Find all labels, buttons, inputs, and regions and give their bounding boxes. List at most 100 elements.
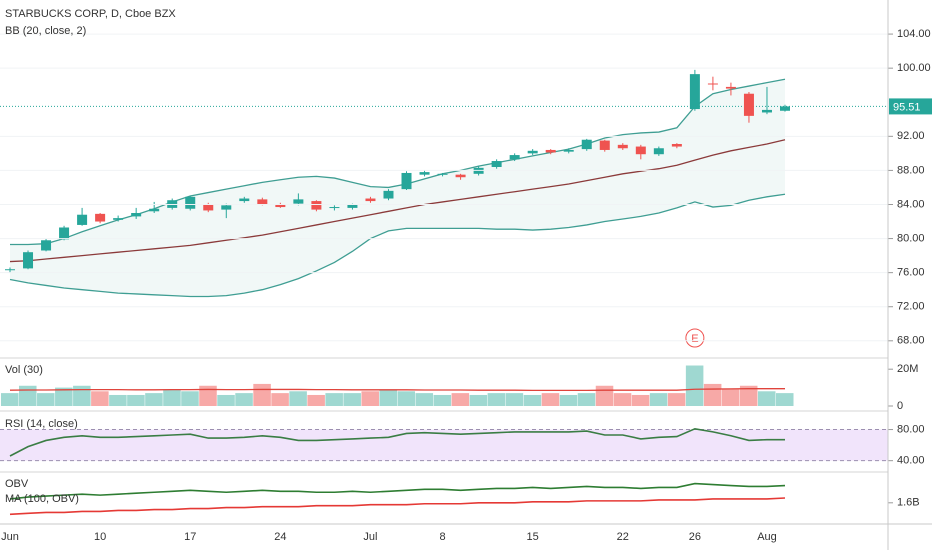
volume-bar [739, 385, 758, 406]
candle-body [671, 143, 682, 147]
earnings-label: E [691, 333, 698, 345]
y-tick-label: 76.00 [897, 267, 925, 279]
volume-bar [343, 393, 361, 406]
candle-body [185, 196, 196, 209]
y-tick-label: 72.00 [897, 301, 925, 313]
candle-body [401, 172, 412, 190]
indicator-line [9, 497, 786, 516]
volume-bar [181, 391, 199, 406]
x-tick-label: 10 [94, 531, 106, 543]
volume-bar [307, 394, 325, 406]
candle-body [563, 149, 574, 152]
volume-bar [721, 389, 740, 406]
y-tick-label: 68.00 [897, 335, 925, 347]
x-tick-label: Aug [757, 531, 777, 543]
volume-bar [559, 394, 578, 406]
volume-bar [757, 391, 776, 406]
volume-bar [613, 393, 632, 406]
volume-bar [667, 393, 686, 406]
y-tick-label: 100.00 [897, 62, 931, 74]
candle-body [725, 86, 736, 89]
candle-body [383, 190, 394, 199]
x-tick-label: 8 [439, 531, 445, 543]
candle-body [293, 199, 304, 204]
volume-bar [487, 393, 506, 406]
volume-bar [577, 393, 596, 406]
volume-bar [325, 393, 343, 406]
y-tick-label: 84.00 [897, 198, 925, 210]
last-price-label: 95.51 [893, 101, 921, 113]
y-tick-label: 1.6B [897, 497, 920, 509]
volume-bar [235, 393, 253, 406]
indicator-line [9, 482, 786, 500]
candle-body [131, 213, 142, 217]
candle-body [491, 161, 502, 167]
volume-bar [217, 394, 235, 406]
band-fill [10, 79, 785, 297]
candle-body [257, 199, 268, 205]
candle-body [113, 218, 124, 220]
candle-body [545, 149, 556, 153]
volume-bar [109, 394, 127, 406]
x-tick-label: 17 [184, 531, 196, 543]
indicator-label: BB (20, close, 2) [5, 25, 86, 37]
volume-bar [775, 393, 794, 406]
candle-body [149, 208, 160, 212]
volume-bar [55, 387, 73, 406]
volume-bar [361, 391, 379, 406]
volume-bar [379, 389, 397, 406]
bb-basis [9, 139, 786, 263]
candle-body [329, 207, 340, 209]
candle-body [365, 198, 376, 202]
chart-title: STARBUCKS CORP, D, Cboe BZX [5, 8, 176, 20]
indicator-line [9, 427, 785, 457]
volume-bar [271, 393, 289, 406]
volume-bar [163, 389, 181, 406]
volume-bar [505, 393, 524, 406]
volume-bar [433, 394, 452, 406]
volume-bar [685, 365, 704, 406]
candle-body [203, 204, 214, 211]
candle-body [437, 173, 448, 175]
candle-body [41, 240, 52, 251]
y-tick-label: 104.00 [897, 28, 931, 40]
volume-bar [37, 393, 55, 406]
candle-body [617, 144, 628, 149]
candle-body [743, 93, 754, 116]
candle-body [311, 201, 322, 210]
candle-body [509, 155, 520, 160]
panel-title: RSI (14, close) [5, 418, 78, 430]
volume-bar [0, 393, 19, 406]
y-tick-label: 88.00 [897, 164, 925, 176]
volume-bar [595, 385, 614, 406]
volume-bar [199, 385, 217, 406]
y-tick-label: 20M [897, 363, 918, 375]
volume-bar [91, 391, 109, 406]
x-tick-label: Jun [1, 531, 19, 543]
volume-bar [73, 385, 91, 406]
candle-body [455, 174, 466, 178]
candle-body [689, 74, 700, 110]
y-tick-label: 0 [897, 400, 903, 412]
x-tick-label: 24 [274, 531, 286, 543]
y-tick-label: 40.00 [897, 455, 925, 467]
earnings-marker [685, 328, 705, 348]
legend-label: OBV [5, 478, 29, 490]
x-tick-label: Jul [363, 531, 377, 543]
candle-body [95, 213, 106, 222]
last-price-tag [889, 98, 932, 115]
candle-body [707, 83, 718, 85]
candle-body [77, 214, 88, 225]
volume-bar [145, 393, 163, 406]
candle-body [527, 150, 538, 154]
candle-body [347, 204, 358, 208]
plot-layer: E 68.00 72.00 76.00 80.00 84.00 88.00 92.00 100.… [0, 8, 932, 543]
volume-ma [9, 388, 785, 392]
volume-bar [253, 383, 271, 406]
y-tick-label: 80.00 [897, 423, 925, 435]
panel-title: Vol (30) [5, 364, 43, 376]
x-tick-label: 22 [617, 531, 629, 543]
candle-body [275, 204, 286, 208]
candle-body [239, 198, 250, 202]
